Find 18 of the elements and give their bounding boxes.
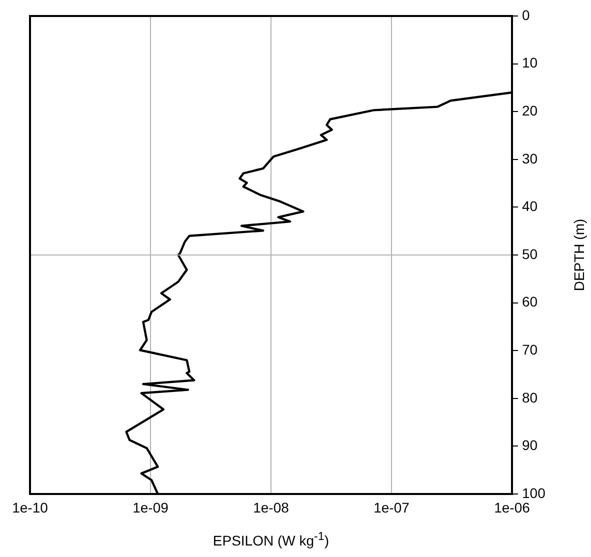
x-tick-label: 1e-08 [253, 499, 290, 516]
x-tick-label: 1e-09 [132, 499, 169, 516]
y-tick-label: 30 [522, 150, 538, 166]
x-tick-label: 1e-06 [494, 499, 530, 516]
y-tick-label: 50 [522, 246, 538, 262]
y-tick-label: 100 [522, 484, 546, 501]
x-axis-title: EPSILON (W kg$^{-1}$) [212, 530, 330, 549]
y-tick-label: 90 [522, 437, 538, 454]
y-tick-label: 40 [522, 198, 538, 214]
y-tick-label: 20 [522, 102, 538, 118]
y-tick-label: 0 [522, 6, 530, 23]
y-tick-label: 60 [522, 294, 538, 310]
y-tick-label: 10 [522, 54, 538, 71]
y-axis-title: DEPTH (m) [570, 218, 587, 292]
y-tick-label: 70 [522, 341, 538, 358]
y-tick-label: 80 [522, 389, 538, 406]
x-tick-label: 1e-07 [374, 499, 410, 516]
x-tick-label: 1e-10 [12, 499, 48, 516]
